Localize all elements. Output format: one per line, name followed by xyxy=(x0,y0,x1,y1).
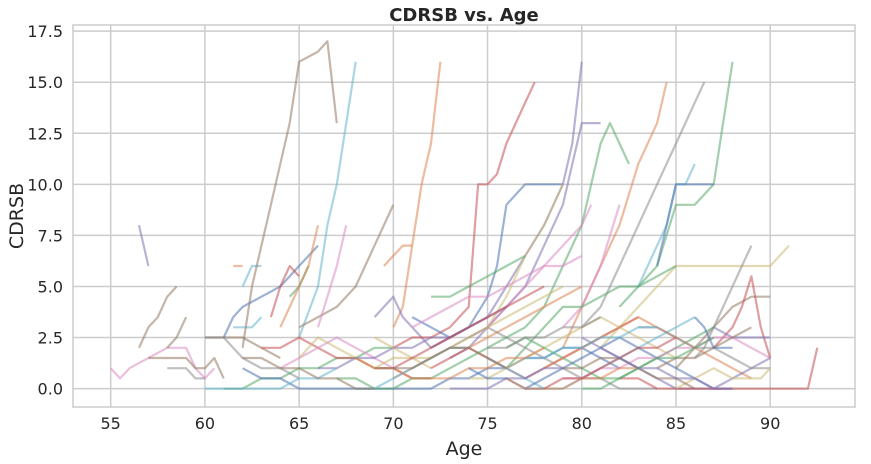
y-axis-label: CDRSB xyxy=(6,183,28,249)
series-line-14 xyxy=(269,264,300,318)
series-line-80 xyxy=(374,346,507,370)
series-line-3 xyxy=(138,285,178,349)
plot-background xyxy=(72,24,856,408)
series-line-12 xyxy=(241,264,262,287)
y-tick-label: 17.5 xyxy=(27,22,63,41)
series-line-11 xyxy=(233,316,263,329)
y-tick-label: 12.5 xyxy=(27,124,63,143)
y-tick-label: 2.5 xyxy=(38,329,63,348)
series-line-17 xyxy=(279,224,320,328)
series-line-75 xyxy=(543,336,677,390)
series-line-82 xyxy=(242,356,375,390)
series-line-38 xyxy=(656,183,714,267)
y-tick-labels: 0.0 2.5 5.0 7.5 10.0 12.5 15.0 17.5 xyxy=(27,22,63,398)
series-line-16 xyxy=(298,61,357,338)
y-tick-label: 0.0 xyxy=(38,380,63,399)
series-lines xyxy=(109,40,819,390)
y-tick-label: 10.0 xyxy=(27,175,63,194)
series-line-66 xyxy=(373,285,564,360)
series-line-45 xyxy=(562,204,621,329)
series-line-5 xyxy=(166,316,188,349)
series-line-32 xyxy=(486,183,564,328)
series-line-26 xyxy=(392,61,442,328)
x-tick-label: 55 xyxy=(101,414,121,433)
series-line-10 xyxy=(222,244,319,338)
series-line-68 xyxy=(411,254,583,329)
series-line-8 xyxy=(204,336,300,380)
x-tick-label: 75 xyxy=(477,414,497,433)
series-line-44 xyxy=(468,204,593,339)
x-tick-label: 80 xyxy=(572,414,592,433)
x-tick-label: 90 xyxy=(760,414,780,433)
series-line-28 xyxy=(392,81,536,349)
series-line-6 xyxy=(167,367,205,380)
x-tick-label: 70 xyxy=(383,414,403,433)
series-line-36 xyxy=(618,61,734,308)
series-line-81 xyxy=(204,367,338,390)
x-tick-label: 85 xyxy=(666,414,686,433)
series-line-51 xyxy=(468,316,677,380)
series-line-62 xyxy=(693,316,733,349)
y-tick-label: 5.0 xyxy=(38,277,63,296)
series-line-60 xyxy=(656,326,752,370)
series-line-74 xyxy=(525,326,658,360)
series-line-29 xyxy=(411,183,563,339)
series-line-73 xyxy=(505,367,639,390)
series-line-18 xyxy=(298,204,395,329)
series-line-19 xyxy=(316,224,348,328)
x-tick-label: 65 xyxy=(289,414,309,433)
x-tick-label: 60 xyxy=(195,414,215,433)
series-line-13 xyxy=(241,40,338,348)
series-line-39 xyxy=(599,244,790,349)
y-tick-label: 15.0 xyxy=(27,73,63,92)
series-line-53 xyxy=(505,326,715,380)
series-line-67 xyxy=(392,285,545,370)
series-line-25 xyxy=(383,244,413,267)
y-tick-label: 7.5 xyxy=(38,226,63,245)
series-line-59 xyxy=(638,326,771,370)
series-line-69 xyxy=(431,254,526,298)
x-axis-label: Age xyxy=(446,438,483,460)
series-line-43 xyxy=(713,326,771,339)
chart-title: CDRSB vs. Age xyxy=(389,5,539,26)
series-line-78 xyxy=(600,346,733,390)
series-line-1 xyxy=(137,224,150,267)
series-line-55 xyxy=(543,316,752,380)
series-line-35 xyxy=(580,81,706,329)
x-tick-labels: 55 60 65 70 75 80 85 90 xyxy=(101,414,781,433)
series-line-4 xyxy=(148,356,225,379)
series-line-77 xyxy=(581,336,715,390)
series-line-33 xyxy=(524,121,630,329)
series-line-72 xyxy=(487,316,602,349)
